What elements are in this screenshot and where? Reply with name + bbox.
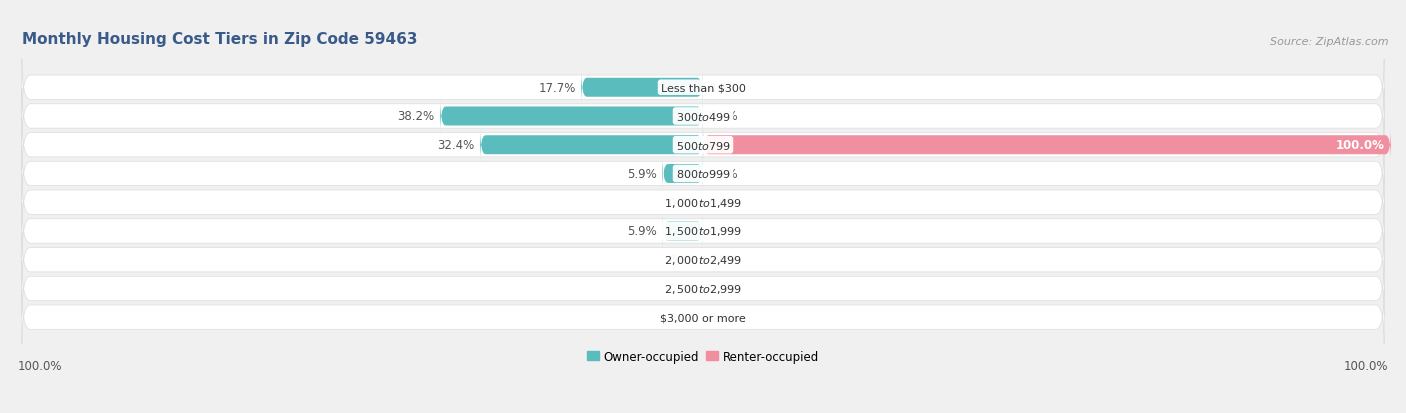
Text: 100.0%: 100.0%	[18, 359, 62, 372]
FancyBboxPatch shape	[440, 99, 703, 134]
Text: 5.9%: 5.9%	[627, 225, 657, 238]
Text: $500 to $799: $500 to $799	[675, 140, 731, 151]
FancyBboxPatch shape	[662, 157, 703, 192]
Text: 0.0%: 0.0%	[709, 168, 738, 180]
Text: 0.0%: 0.0%	[709, 254, 738, 266]
Text: 0.0%: 0.0%	[668, 311, 697, 324]
Text: 0.0%: 0.0%	[668, 254, 697, 266]
Text: 0.0%: 0.0%	[709, 110, 738, 123]
FancyBboxPatch shape	[22, 117, 1384, 174]
FancyBboxPatch shape	[22, 289, 1384, 346]
FancyBboxPatch shape	[22, 60, 1384, 116]
Text: Source: ZipAtlas.com: Source: ZipAtlas.com	[1270, 37, 1388, 47]
Text: $2,000 to $2,499: $2,000 to $2,499	[664, 254, 742, 266]
FancyBboxPatch shape	[479, 128, 703, 163]
Text: $2,500 to $2,999: $2,500 to $2,999	[664, 282, 742, 295]
FancyBboxPatch shape	[581, 71, 703, 106]
Text: 0.0%: 0.0%	[668, 196, 697, 209]
FancyBboxPatch shape	[22, 146, 1384, 202]
Text: Monthly Housing Cost Tiers in Zip Code 59463: Monthly Housing Cost Tiers in Zip Code 5…	[22, 32, 418, 47]
Text: $3,000 or more: $3,000 or more	[661, 312, 745, 323]
Text: 0.0%: 0.0%	[709, 225, 738, 238]
Text: $1,500 to $1,999: $1,500 to $1,999	[664, 225, 742, 238]
Text: 0.0%: 0.0%	[668, 282, 697, 295]
Text: 0.0%: 0.0%	[709, 81, 738, 95]
FancyBboxPatch shape	[22, 174, 1384, 231]
Text: 5.9%: 5.9%	[627, 168, 657, 180]
FancyBboxPatch shape	[22, 261, 1384, 317]
Legend: Owner-occupied, Renter-occupied: Owner-occupied, Renter-occupied	[582, 345, 824, 367]
Text: 0.0%: 0.0%	[709, 282, 738, 295]
FancyBboxPatch shape	[703, 128, 1391, 163]
Text: $1,000 to $1,499: $1,000 to $1,499	[664, 196, 742, 209]
Text: Less than $300: Less than $300	[661, 83, 745, 93]
Text: 100.0%: 100.0%	[1344, 359, 1388, 372]
Text: 100.0%: 100.0%	[1336, 139, 1384, 152]
Text: $800 to $999: $800 to $999	[675, 168, 731, 180]
FancyBboxPatch shape	[22, 203, 1384, 260]
Text: $300 to $499: $300 to $499	[675, 111, 731, 123]
FancyBboxPatch shape	[22, 232, 1384, 288]
Text: 32.4%: 32.4%	[437, 139, 475, 152]
Text: 0.0%: 0.0%	[709, 311, 738, 324]
Text: 0.0%: 0.0%	[709, 196, 738, 209]
Text: 38.2%: 38.2%	[398, 110, 434, 123]
Text: 17.7%: 17.7%	[538, 81, 575, 95]
FancyBboxPatch shape	[662, 214, 703, 249]
FancyBboxPatch shape	[22, 88, 1384, 145]
